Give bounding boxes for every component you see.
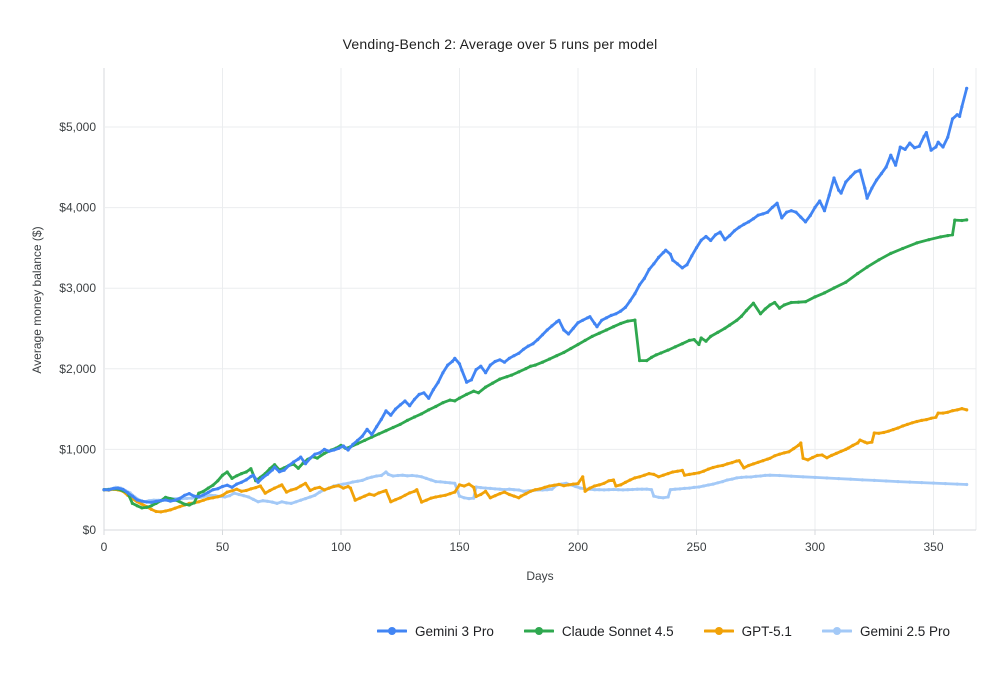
- legend-item: Gemini 3 Pro: [377, 624, 494, 639]
- svg-text:200: 200: [568, 540, 588, 554]
- legend-marker-icon: [377, 627, 408, 635]
- legend-label: GPT-5.1: [741, 623, 792, 639]
- legend-label: Gemini 2.5 Pro: [859, 623, 950, 639]
- legend-label: Gemini 3 Pro: [415, 623, 494, 639]
- svg-text:250: 250: [686, 540, 706, 554]
- plot-svg: 0 50 100 150 200 250 300 350 $0 $1,000 $2,000 $3,00…: [59, 68, 977, 554]
- legend-marker-icon: [821, 627, 852, 635]
- legend-marker-icon: [703, 627, 734, 635]
- svg-text:350: 350: [923, 540, 943, 554]
- legend-marker-icon: [523, 627, 554, 635]
- svg-text:$0: $0: [83, 523, 97, 537]
- svg-text:$2,000: $2,000: [59, 362, 96, 376]
- legend-label: Claude Sonnet 4.5: [561, 623, 674, 639]
- svg-text:50: 50: [216, 540, 230, 554]
- svg-text:$5,000: $5,000: [59, 120, 96, 134]
- legend-item: Claude Sonnet 4.5: [523, 623, 674, 639]
- svg-text:300: 300: [805, 540, 825, 554]
- svg-text:$3,000: $3,000: [59, 281, 96, 295]
- svg-text:$1,000: $1,000: [59, 442, 96, 456]
- svg-text:150: 150: [449, 540, 469, 554]
- legend-item: Gemini 2.5 Pro: [821, 623, 950, 639]
- svg-text:$4,000: $4,000: [59, 201, 96, 215]
- y-axis-label: Average money balance ($): [30, 226, 44, 374]
- x-axis-label: Days: [526, 569, 554, 583]
- legend-item: GPT-5.1: [703, 623, 792, 639]
- svg-text:100: 100: [331, 540, 351, 554]
- svg-text:0: 0: [101, 540, 108, 554]
- chart-title: Vending-Bench 2: Average over 5 runs per…: [342, 36, 658, 52]
- legend: Gemini 3 Pro Claude Sonnet 4.5 GPT-5.1 G…: [0, 622, 950, 640]
